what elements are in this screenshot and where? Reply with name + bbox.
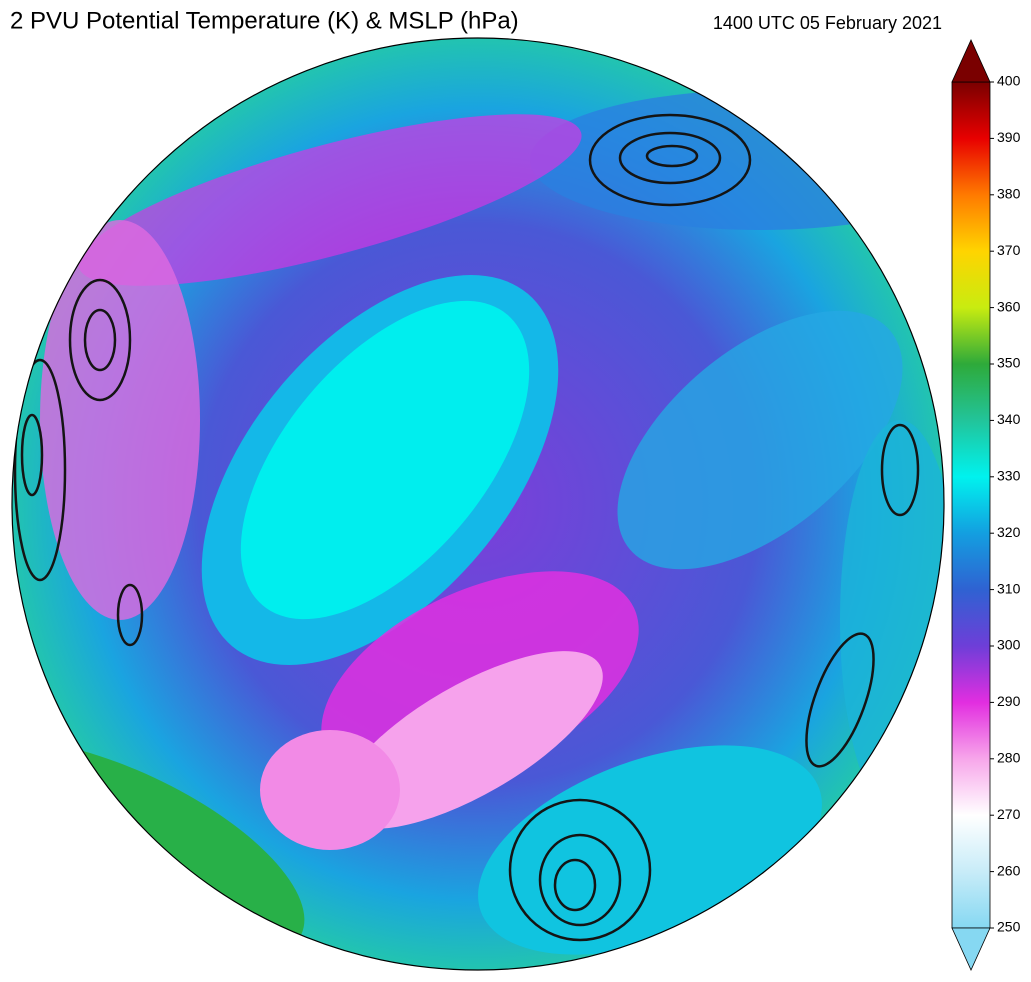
colorbar-tick-label: 280 [997,750,1021,766]
colorbar-extend-top [951,39,991,83]
colorbar-tick-label: 340 [997,411,1021,427]
colorbar-tick-label: 350 [997,355,1021,371]
colorbar-tick-label: 300 [997,637,1021,653]
colorbar-tick-label: 310 [997,580,1021,596]
colorbar: 250 260 270 280 290 300 310 320 330 340 350 360 370 3… [951,39,1021,971]
colorbar-tick-label: 290 [997,693,1021,709]
colorbar-tick-label: 360 [997,298,1021,314]
colorbar-fill [951,81,991,929]
colorbar-tick-label: 380 [997,186,1021,202]
colorbar-extend-bottom [951,927,991,971]
colorbar-tick-label: 330 [997,468,1021,484]
colorbar-tick-label: 400 [997,73,1021,89]
colorbar-tick-label: 390 [997,129,1021,145]
colorbar-tick-label: 250 [997,919,1021,935]
colorbar-tick-label: 370 [997,242,1021,258]
map [12,38,944,970]
colorbar-tick-label: 260 [997,862,1021,878]
colorbar-tick-label: 320 [997,524,1021,540]
timestamp: 1400 UTC 05 February 2021 [713,13,942,33]
colorbar-tick-label: 270 [997,806,1021,822]
title: 2 PVU Potential Temperature (K) & MSLP (… [10,7,519,34]
